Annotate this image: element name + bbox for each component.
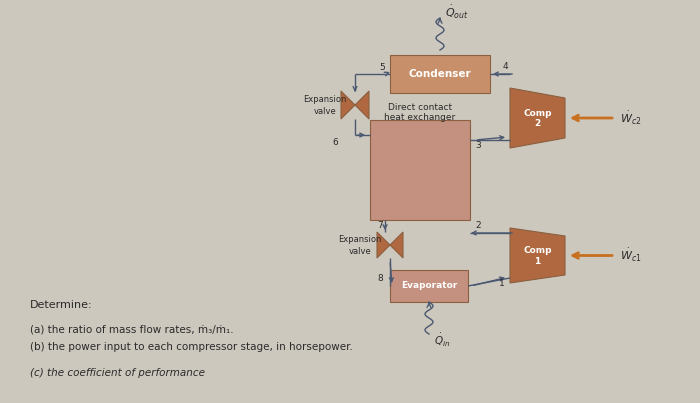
Text: 4: 4 [502,62,508,71]
Text: Expansion: Expansion [338,235,382,245]
Text: 6: 6 [332,138,338,147]
Text: 5: 5 [379,63,385,72]
Text: Comp: Comp [524,108,552,118]
Text: $\dot{W}_{c1}$: $\dot{W}_{c1}$ [620,247,642,264]
Text: $\dot{Q}_{in}$: $\dot{Q}_{in}$ [434,332,450,349]
Text: $\dot{Q}_{out}$: $\dot{Q}_{out}$ [445,4,469,21]
Polygon shape [510,88,565,148]
Polygon shape [341,91,369,119]
Text: Condenser: Condenser [409,69,471,79]
Polygon shape [510,228,565,283]
Text: Expansion: Expansion [303,96,346,104]
Text: 1: 1 [534,257,540,266]
Text: Evaporator: Evaporator [401,282,457,291]
Text: Comp: Comp [524,246,552,255]
Text: (a) the ratio of mass flow rates, ṁ₃/ṁ₁.: (a) the ratio of mass flow rates, ṁ₃/ṁ₁. [30,325,234,335]
Text: (c) the coefficient of performance: (c) the coefficient of performance [30,368,205,378]
Text: Determine:: Determine: [30,300,92,310]
Text: 1: 1 [499,279,505,288]
Text: 3: 3 [475,141,481,150]
Text: 2: 2 [475,221,481,230]
Text: $\dot{W}_{c2}$: $\dot{W}_{c2}$ [620,110,641,127]
FancyBboxPatch shape [370,120,470,220]
Text: 2: 2 [534,120,540,129]
Text: Direct contact: Direct contact [388,104,452,112]
FancyBboxPatch shape [390,270,468,302]
Text: (b) the power input to each compressor stage, in horsepower.: (b) the power input to each compressor s… [30,342,353,352]
Polygon shape [377,232,403,258]
Text: valve: valve [349,247,372,256]
FancyBboxPatch shape [390,55,490,93]
Text: heat exchanger: heat exchanger [384,112,456,121]
Text: valve: valve [314,106,337,116]
Text: 8: 8 [377,274,383,283]
Text: 7: 7 [377,221,383,230]
